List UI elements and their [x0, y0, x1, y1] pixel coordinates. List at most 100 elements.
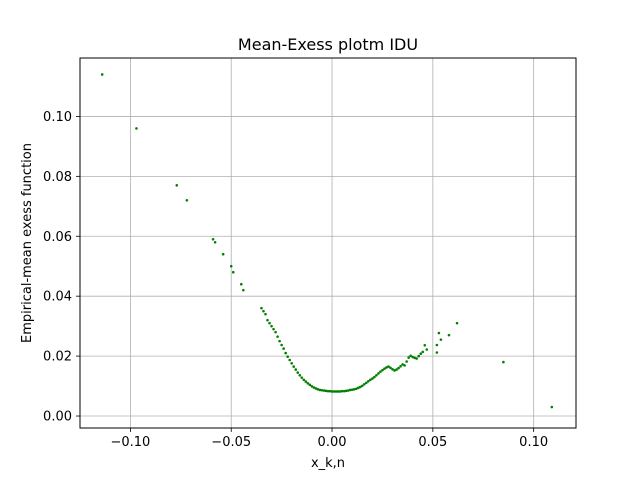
data-point: [298, 373, 302, 377]
grid-lines: [80, 58, 576, 428]
axes-frame: [79, 57, 577, 429]
data-point: [391, 367, 394, 371]
data-point: [229, 264, 233, 268]
data-point: [405, 360, 408, 363]
data-point: [407, 356, 410, 359]
data-point: [362, 382, 366, 386]
data-point: [373, 375, 376, 379]
x-tick-label: 0.10: [519, 435, 548, 450]
x-axis-ticks: −0.10 −0.05 0.00 0.05 0.10: [110, 428, 548, 450]
data-point: [415, 357, 419, 360]
data-point: [213, 240, 217, 244]
data-point: [266, 318, 269, 322]
data-point: [550, 405, 554, 409]
data-point: [100, 73, 104, 76]
data-point: [435, 343, 439, 347]
data-point: [358, 385, 362, 389]
x-axis-label: x_k,n: [311, 456, 345, 471]
data-point: [393, 369, 396, 372]
data-point: [242, 288, 245, 292]
data-point: [316, 388, 320, 391]
data-point: [389, 366, 392, 370]
data-point: [135, 127, 138, 130]
data-point: [296, 371, 300, 374]
data-point: [387, 365, 390, 368]
data-point: [348, 388, 352, 392]
data-point: [274, 330, 277, 334]
data-point: [272, 327, 275, 331]
data-point: [365, 381, 368, 385]
data-point: [379, 370, 382, 373]
data-point: [447, 333, 451, 337]
x-tick-label: −0.10: [110, 435, 150, 450]
data-point: [324, 389, 328, 393]
y-tick-label: 0.00: [43, 410, 72, 425]
data-point: [409, 354, 412, 358]
data-point: [383, 367, 386, 370]
data-point: [381, 368, 384, 372]
data-point: [425, 348, 429, 351]
data-point: [439, 338, 443, 341]
data-point: [340, 389, 344, 393]
y-axis-ticks: 0.00 0.02 0.04 0.06 0.08 0.10: [43, 110, 80, 425]
y-tick-label: 0.08: [43, 170, 72, 185]
data-point: [369, 378, 372, 382]
data-point: [455, 321, 459, 325]
data-point: [399, 364, 402, 368]
data-point: [260, 306, 263, 310]
data-point: [284, 351, 287, 355]
data-point: [419, 352, 423, 356]
data-point: [294, 368, 298, 371]
data-points: [100, 73, 554, 409]
data-point: [308, 383, 312, 387]
data-point: [221, 252, 225, 256]
data-point: [312, 386, 316, 389]
data-point: [211, 237, 215, 241]
data-point: [322, 389, 326, 392]
data-point: [276, 335, 279, 338]
data-point: [360, 384, 364, 388]
data-point: [268, 321, 271, 325]
data-point: [352, 388, 356, 391]
data-point: [334, 390, 338, 393]
x-tick-label: 0.05: [418, 435, 447, 450]
data-point: [423, 344, 427, 347]
data-point: [328, 389, 332, 393]
data-point: [320, 388, 324, 392]
data-point: [270, 324, 273, 328]
data-point: [292, 365, 296, 368]
data-point: [344, 389, 348, 393]
data-point: [306, 382, 310, 385]
data-point: [302, 378, 306, 382]
data-point: [264, 312, 267, 316]
data-point: [435, 351, 439, 354]
data-point: [286, 355, 289, 358]
data-point: [437, 331, 441, 335]
data-point: [417, 354, 421, 358]
data-point: [338, 390, 342, 393]
data-point: [354, 387, 358, 391]
data-point: [290, 361, 294, 365]
data-point: [330, 390, 334, 393]
data-point: [397, 366, 400, 370]
data-point: [367, 379, 370, 383]
data-point: [310, 385, 314, 388]
data-point: [288, 358, 291, 362]
data-point: [318, 388, 322, 392]
data-point: [395, 368, 398, 371]
data-point: [231, 270, 235, 274]
data-point: [342, 389, 346, 393]
y-axis-label: Empirical-mean exess function: [20, 143, 35, 343]
data-point: [411, 355, 414, 359]
data-point: [304, 380, 308, 383]
data-point: [375, 373, 378, 377]
data-point: [356, 386, 360, 390]
x-tick-label: −0.05: [211, 435, 251, 450]
data-point: [278, 339, 281, 343]
data-point: [326, 389, 330, 393]
y-tick-label: 0.10: [43, 110, 72, 125]
data-point: [262, 309, 265, 313]
